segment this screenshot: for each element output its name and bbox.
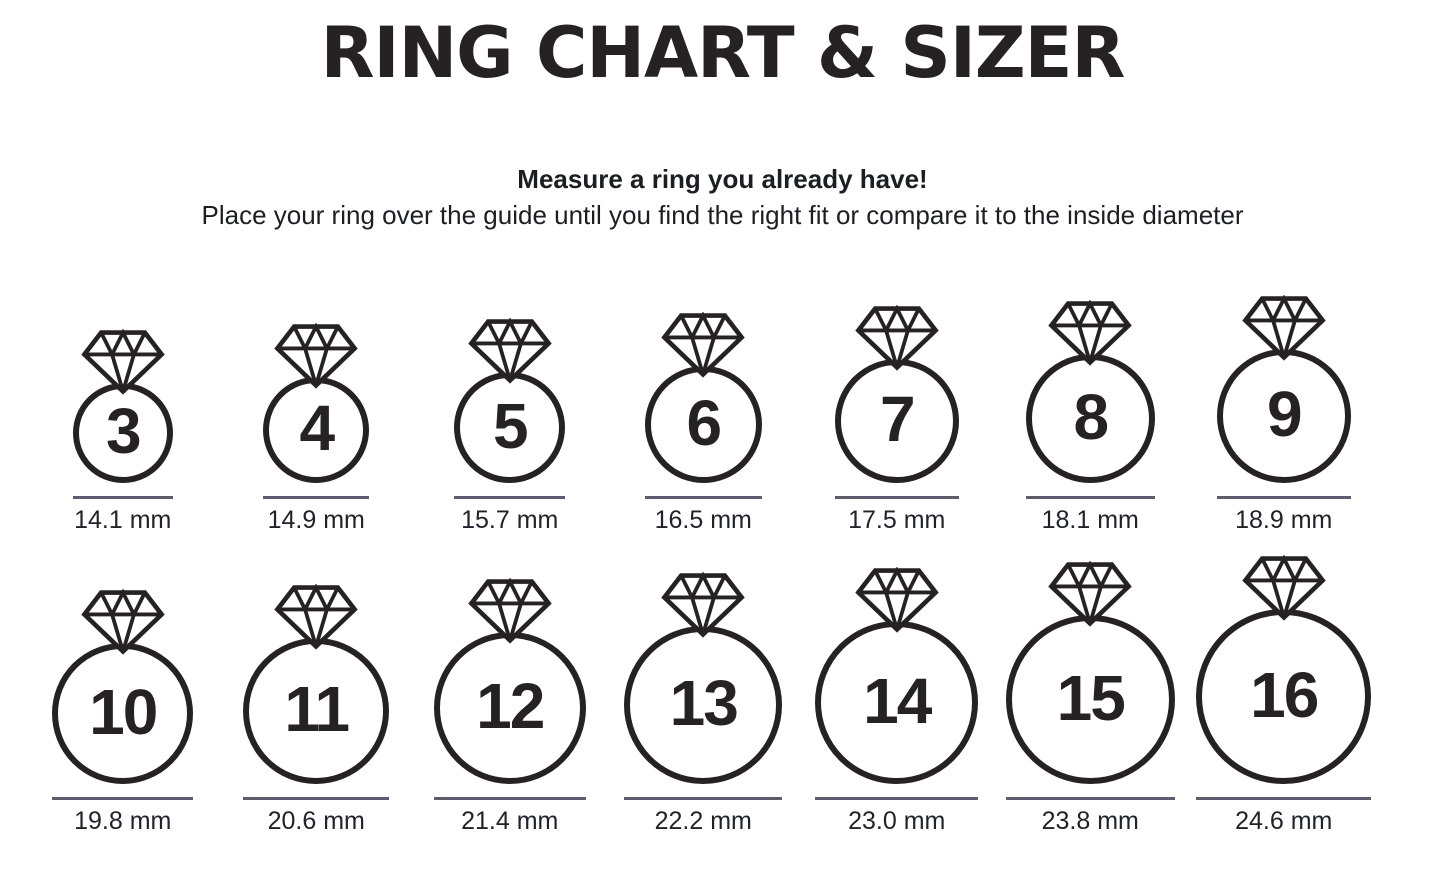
ring-size-number: 16: [1250, 658, 1319, 731]
ring-size-number: 13: [669, 667, 739, 740]
diameter-underline: [52, 797, 194, 801]
diamond-icon: [661, 572, 745, 638]
diameter-label: 22.2 mm: [654, 807, 752, 836]
ring-size-cell: 9 18.9 mm: [1187, 295, 1381, 535]
ring-size-cell: 10 19.8 mm: [26, 589, 220, 836]
ring-size-cell: 12 21.4 mm: [413, 578, 607, 836]
diameter-underline: [1196, 797, 1372, 801]
instructions-body: Place your ring over the guide until you…: [201, 200, 1244, 231]
ring-size-cell: 8 18.1 mm: [994, 300, 1188, 535]
ring-size-number: 9: [1266, 378, 1303, 451]
diamond-icon: [81, 329, 165, 395]
diameter-label: 18.1 mm: [1041, 506, 1139, 535]
diameter-label: 21.4 mm: [461, 807, 559, 836]
diameter-underline: [454, 496, 566, 500]
diameter-underline: [1025, 496, 1155, 500]
diameter-underline: [243, 797, 390, 801]
ring-size-cell: 7 17.5 mm: [800, 305, 994, 535]
ring-size-cell: 14 23.0 mm: [800, 567, 994, 836]
ring-band-circle: 16: [1196, 609, 1372, 785]
ring-band-circle: 3: [72, 383, 173, 484]
diameter-underline: [433, 797, 586, 801]
diamond-icon: [468, 578, 552, 644]
diameter-underline: [815, 797, 979, 801]
ring-size-cell: 4 14.9 mm: [220, 323, 414, 535]
diamond-icon: [1242, 555, 1326, 621]
diamond-icon: [661, 312, 745, 378]
diamond-icon: [274, 584, 358, 650]
ring-size-number: 12: [476, 670, 545, 743]
diamond-icon: [855, 305, 939, 371]
ring-band-circle: 14: [815, 621, 979, 785]
diameter-underline: [1005, 797, 1175, 801]
ring-row-sizes-3-9: 3 14.1 mm 4 14.9 mm 5 15.7 mm 6 16.5 mm 7 17.5 mm…: [26, 295, 1382, 535]
diamond-icon: [1242, 295, 1326, 361]
instructions-heading: Measure a ring you already have!: [517, 164, 928, 195]
ring-band-circle: 7: [834, 359, 959, 484]
ring-band-circle: 8: [1025, 354, 1155, 484]
ring-size-cell: 16 24.6 mm: [1187, 555, 1381, 836]
ring-band-circle: 4: [263, 377, 370, 484]
diameter-label: 14.1 mm: [74, 506, 172, 535]
ring-band-circle: 11: [243, 638, 390, 785]
diamond-icon: [81, 589, 165, 655]
diamond-icon: [855, 567, 939, 633]
diamond-icon: [468, 318, 552, 384]
ring-size-cell: 5 15.7 mm: [413, 318, 607, 535]
ring-size-cell: 15 23.8 mm: [994, 561, 1188, 836]
diamond-icon: [1048, 300, 1132, 366]
ring-band-circle: 12: [433, 632, 586, 785]
diameter-label: 23.8 mm: [1041, 807, 1139, 836]
diameter-underline: [263, 496, 370, 500]
ring-size-cell: 3 14.1 mm: [26, 329, 220, 535]
ring-size-number: 11: [284, 673, 350, 746]
diameter-label: 23.0 mm: [848, 807, 946, 836]
diameter-label: 17.5 mm: [848, 506, 946, 535]
ring-size-number: 6: [686, 386, 722, 459]
ring-row-sizes-10-16: 10 19.8 mm 11 20.6 mm 12 21.4 mm 13 22.2 mm 14 23…: [26, 555, 1382, 836]
ring-size-number: 5: [492, 389, 529, 462]
ring-size-number: 10: [89, 675, 158, 748]
ring-size-number: 8: [1073, 380, 1109, 453]
diameter-underline: [834, 496, 959, 500]
instructions-block: Measure a ring you already have! Place y…: [0, 164, 1445, 231]
ring-size-cell: 13 22.2 mm: [607, 572, 801, 836]
diameter-label: 20.6 mm: [267, 807, 365, 836]
ring-band-circle: 15: [1005, 615, 1175, 785]
ring-band-circle: 5: [454, 372, 566, 484]
ring-size-number: 3: [105, 395, 142, 468]
diameter-label: 19.8 mm: [74, 807, 172, 836]
diameter-underline: [644, 496, 762, 500]
ring-band-circle: 9: [1216, 349, 1351, 484]
diameter-label: 14.9 mm: [267, 506, 365, 535]
diameter-underline: [1216, 496, 1351, 500]
diamond-icon: [274, 323, 358, 389]
ring-size-cell: 11 20.6 mm: [220, 584, 414, 836]
ring-band-circle: 6: [644, 366, 762, 484]
diameter-underline: [72, 496, 173, 500]
diameter-underline: [624, 797, 783, 801]
ring-size-number: 14: [863, 664, 932, 737]
diameter-label: 15.7 mm: [461, 506, 559, 535]
diameter-label: 16.5 mm: [654, 506, 752, 535]
ring-band-circle: 13: [624, 626, 783, 785]
diamond-icon: [1048, 561, 1132, 627]
ring-size-number: 4: [299, 392, 335, 465]
ring-size-number: 15: [1056, 661, 1126, 734]
ring-size-cell: 6 16.5 mm: [607, 312, 801, 535]
page-title: RING CHART & SIZER: [320, 12, 1126, 94]
ring-size-number: 7: [879, 383, 916, 456]
ring-band-circle: 10: [52, 643, 194, 785]
diameter-label: 24.6 mm: [1235, 807, 1333, 836]
diameter-label: 18.9 mm: [1235, 506, 1333, 535]
